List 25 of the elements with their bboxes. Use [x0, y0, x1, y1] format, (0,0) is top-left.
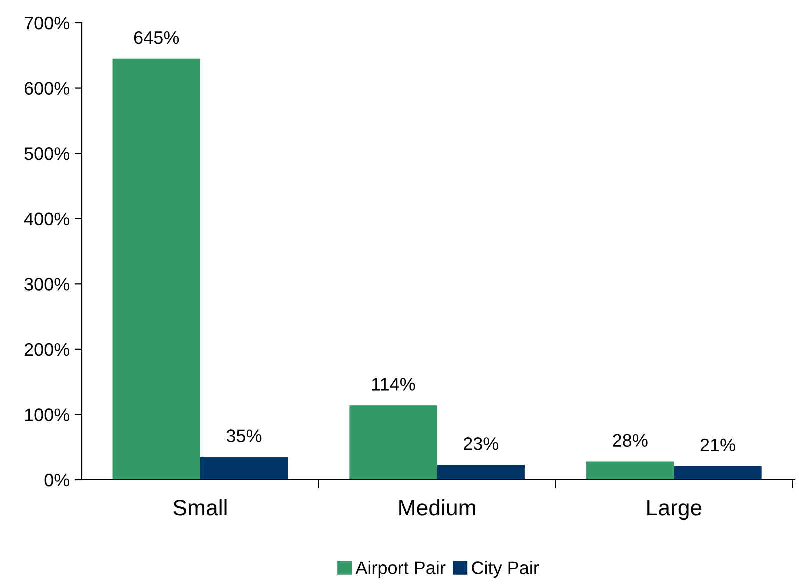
bar	[350, 406, 438, 480]
y-tick-label: 300%	[24, 278, 70, 291]
text: 645%	[134, 31, 180, 44]
y-tick-label: 700%	[24, 16, 70, 30]
bar	[112, 58, 200, 480]
y-tick-label: 500%	[24, 148, 70, 160]
text: 114%	[372, 378, 416, 391]
bar	[437, 464, 525, 480]
y-tick-label: 600%	[24, 82, 70, 96]
bar	[586, 462, 674, 480]
x-tick-label: Medium	[400, 499, 476, 516]
y-tick-label: 0%	[44, 474, 70, 487]
y-tick-label: 200%	[24, 343, 70, 356]
text: 28%	[613, 434, 648, 448]
x-tick-label: Large	[648, 500, 702, 520]
legend-label: Airport Pair	[356, 561, 446, 578]
bar	[674, 466, 762, 480]
text: 35%	[226, 430, 262, 442]
y-tick-label: 400%	[24, 212, 70, 226]
legend-label: City Pair	[472, 561, 540, 578]
y-tick-label: 100%	[25, 408, 70, 422]
bar	[200, 457, 288, 480]
x-tick-label: Small	[174, 499, 227, 516]
text: 21%	[700, 438, 736, 452]
text: 23%	[464, 438, 499, 450]
